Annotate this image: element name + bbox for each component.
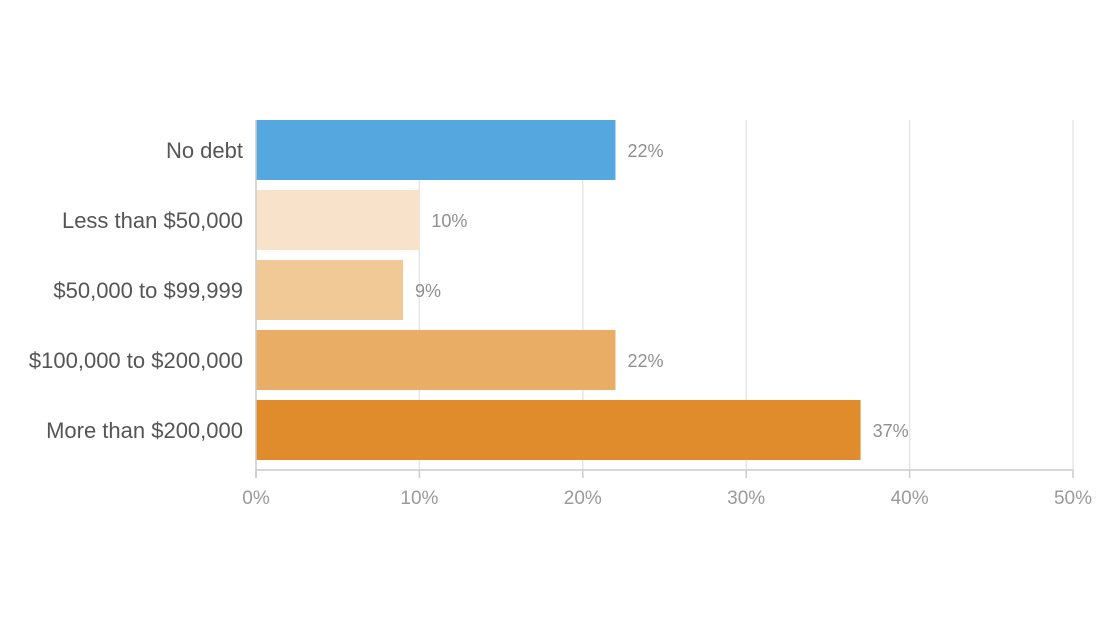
data-label: 10% bbox=[431, 211, 467, 231]
bars bbox=[256, 120, 861, 460]
data-label: 22% bbox=[627, 141, 663, 161]
labels: 22% No debt 10% Less than $50,000 9% $50,000 … bbox=[29, 138, 909, 443]
bar bbox=[256, 400, 861, 460]
x-tick-label: 40% bbox=[891, 488, 929, 509]
data-label: 9% bbox=[415, 281, 441, 301]
category-label: More than $200,000 bbox=[46, 418, 243, 443]
category-label: $100,000 to $200,000 bbox=[29, 348, 243, 373]
x-tick-label: 0% bbox=[242, 488, 270, 509]
data-label: 37% bbox=[873, 421, 909, 441]
category-label: No debt bbox=[166, 138, 243, 163]
x-tick-label: 30% bbox=[727, 488, 765, 509]
x-axis: 0% 10% 20% 30% 40% 50% bbox=[242, 120, 1092, 509]
bar bbox=[256, 120, 616, 180]
category-label: Less than $50,000 bbox=[62, 208, 243, 233]
x-tick-label: 20% bbox=[564, 488, 602, 509]
x-tick-label: 50% bbox=[1054, 488, 1092, 509]
bar bbox=[256, 330, 616, 390]
category-label: $50,000 to $99,999 bbox=[53, 278, 243, 303]
data-label: 22% bbox=[627, 351, 663, 371]
x-tick-label: 10% bbox=[400, 488, 438, 509]
bar bbox=[256, 190, 420, 250]
bar bbox=[256, 260, 404, 320]
